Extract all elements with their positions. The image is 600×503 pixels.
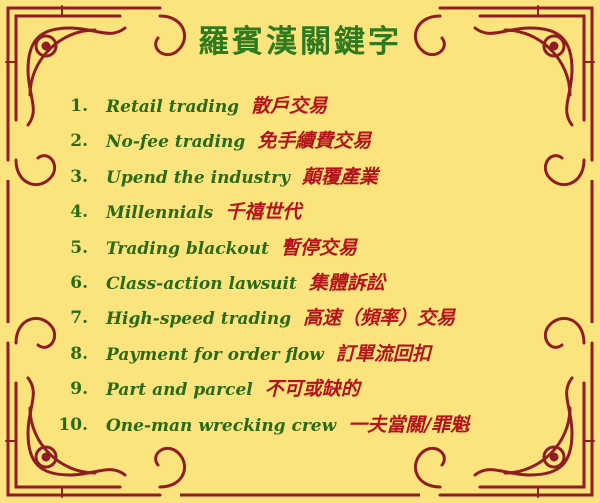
item-number: 1. xyxy=(70,96,88,116)
term-english-text: Class-action lawsuit xyxy=(106,273,297,294)
term-english: Payment for order flow 訂單流回扣 xyxy=(106,337,431,373)
term-english-text: Part and parcel xyxy=(106,380,253,401)
term-english: Upend the industry 顛覆產業 xyxy=(106,160,378,196)
item-number: 5. xyxy=(70,237,88,258)
list-item: 3. Upend the industry 顛覆產業 xyxy=(44,160,574,195)
list-item: 7. High-speed trading 高速（頻率）交易 xyxy=(44,301,574,336)
item-number: 3. xyxy=(70,166,88,187)
term-english-text: Upend the industry xyxy=(106,167,290,188)
list-item: 6. Class-action lawsuit 集體訴訟 xyxy=(44,266,574,301)
term-chinese: 一夫當關/罪魁 xyxy=(348,413,470,436)
item-number: 6. xyxy=(70,272,88,293)
item-number: 7. xyxy=(70,308,88,329)
list-item: 4. Millennials 千禧世代 xyxy=(44,195,574,230)
term-chinese: 訂單流回扣 xyxy=(335,342,431,365)
keyword-list: 1. Retail trading 散戶交易 2. No-fee trading 免手續費… xyxy=(44,89,574,443)
term-english: Retail trading 散戶交易 xyxy=(106,89,327,125)
term-english: Millennials 千禧世代 xyxy=(106,195,301,231)
term-chinese: 顛覆產業 xyxy=(301,165,378,188)
term-english-text: High-speed trading xyxy=(106,309,292,330)
list-item: 5. Trading blackout 暫停交易 xyxy=(44,231,574,266)
term-english: High-speed trading 高速（頻率）交易 xyxy=(106,301,455,337)
term-english: One-man wrecking crew 一夫當關/罪魁 xyxy=(106,408,469,444)
list-item: 1. Retail trading 散戶交易 xyxy=(44,89,574,124)
term-english: Class-action lawsuit 集體訴訟 xyxy=(106,266,385,302)
term-chinese: 暫停交易 xyxy=(280,236,357,259)
list-item: 9. Part and parcel 不可或缺的 xyxy=(44,372,574,407)
list-item: 10. One-man wrecking crew 一夫當關/罪魁 xyxy=(44,408,574,443)
term-chinese: 散戶交易 xyxy=(251,95,328,117)
term-chinese: 千禧世代 xyxy=(225,201,302,224)
page-title: 羅賓漢關鍵字 xyxy=(198,24,402,60)
term-english: Part and parcel 不可或缺的 xyxy=(106,372,360,408)
term-chinese: 不可或缺的 xyxy=(264,378,360,401)
term-english-text: Trading blackout xyxy=(106,238,269,259)
term-english: Trading blackout 暫停交易 xyxy=(106,231,357,267)
item-number: 2. xyxy=(70,131,88,152)
term-chinese: 免手續費交易 xyxy=(257,130,372,153)
term-english-text: Payment for order flow xyxy=(106,344,324,365)
item-number: 10. xyxy=(58,414,88,435)
item-number: 4. xyxy=(70,202,88,223)
term-chinese: 集體訴訟 xyxy=(308,271,385,294)
term-english-text: One-man wrecking crew xyxy=(106,415,337,436)
term-english: No-fee trading 免手續費交易 xyxy=(106,124,371,160)
list-item: 8. Payment for order flow 訂單流回扣 xyxy=(44,337,574,372)
item-number: 8. xyxy=(70,343,88,364)
term-english-text: Retail trading xyxy=(106,97,240,117)
term-english-text: Millennials xyxy=(106,203,214,224)
term-english-text: No-fee trading xyxy=(106,132,246,153)
list-item: 2. No-fee trading 免手續費交易 xyxy=(44,124,574,159)
item-number: 9. xyxy=(70,379,88,400)
term-chinese: 高速（頻率）交易 xyxy=(303,307,456,330)
